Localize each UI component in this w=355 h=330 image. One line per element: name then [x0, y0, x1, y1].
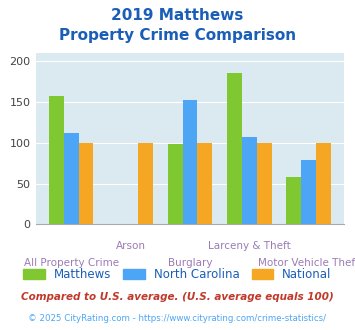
Bar	[138, 143, 153, 224]
Bar	[182, 100, 197, 224]
Bar	[286, 177, 301, 224]
Bar	[242, 137, 257, 224]
Bar	[316, 143, 331, 224]
Text: Burglary: Burglary	[168, 258, 212, 268]
Text: © 2025 CityRating.com - https://www.cityrating.com/crime-statistics/: © 2025 CityRating.com - https://www.city…	[28, 314, 327, 323]
Bar	[227, 73, 242, 224]
Bar	[49, 96, 64, 224]
Bar	[197, 143, 212, 224]
Text: Property Crime Comparison: Property Crime Comparison	[59, 28, 296, 43]
Text: Motor Vehicle Theft: Motor Vehicle Theft	[258, 258, 355, 268]
Bar	[301, 160, 316, 224]
Bar	[168, 144, 182, 224]
Text: 2019 Matthews: 2019 Matthews	[111, 8, 244, 23]
Text: All Property Crime: All Property Crime	[23, 258, 119, 268]
Bar	[78, 143, 93, 224]
Bar	[257, 143, 272, 224]
Bar	[64, 133, 78, 224]
Text: Compared to U.S. average. (U.S. average equals 100): Compared to U.S. average. (U.S. average …	[21, 292, 334, 302]
Text: Arson: Arson	[115, 241, 146, 251]
Legend: Matthews, North Carolina, National: Matthews, North Carolina, National	[19, 263, 336, 286]
Text: Larceny & Theft: Larceny & Theft	[208, 241, 291, 251]
